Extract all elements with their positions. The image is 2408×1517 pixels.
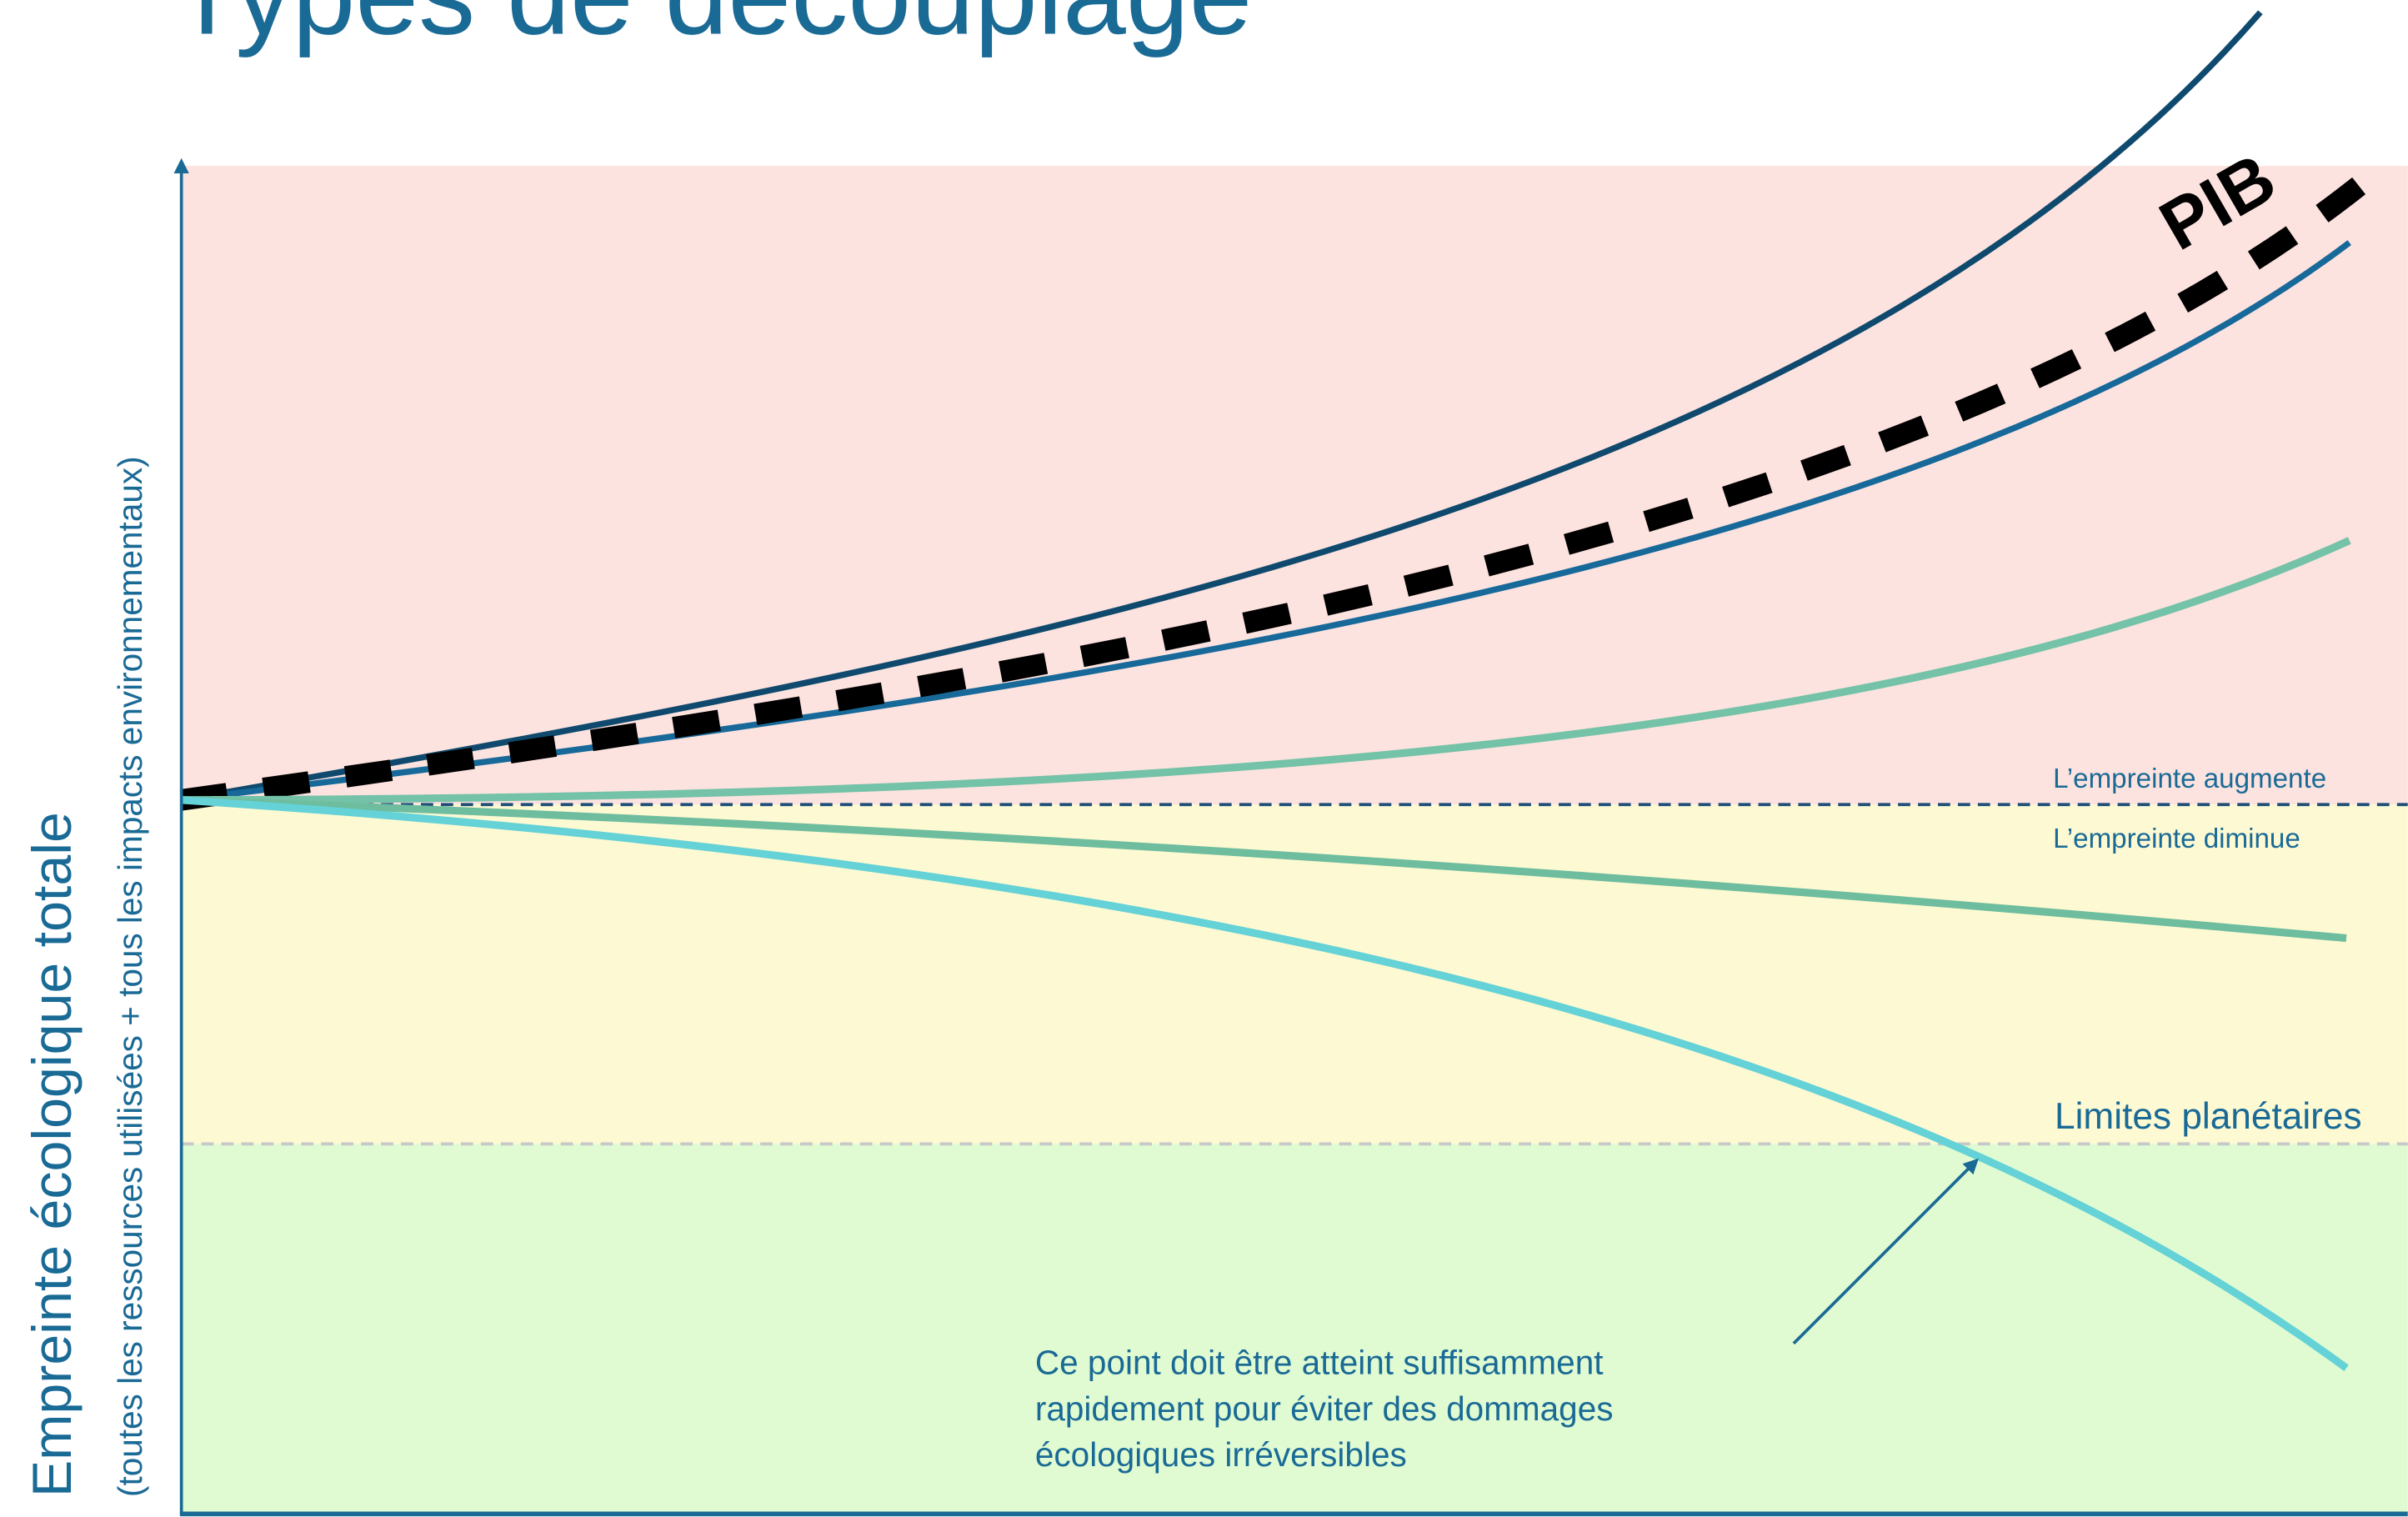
- note-line: Ce point doit être atteint suffisamment: [1035, 1344, 1604, 1382]
- zone-decrease: [181, 804, 2408, 1144]
- curve-relative-3: [181, 537, 2351, 804]
- gdp-curve: [179, 173, 2372, 811]
- curve-absolute-2: [181, 796, 2349, 1372]
- axis-sublabel: (toutes les ressources utilisées + tous …: [111, 456, 149, 1497]
- curve-absolute-1: [181, 796, 2347, 943]
- note-arrow: [1792, 1158, 1979, 1345]
- zone-safe: [181, 1144, 2408, 1516]
- axis-label: Empreinte écologique totale: [22, 812, 83, 1497]
- curve-relative-2: [181, 240, 2351, 804]
- zone-label: L’empreinte augmente: [2053, 764, 2326, 794]
- zone-label: L’empreinte diminue: [2053, 824, 2300, 854]
- limit-label: Limites planétaires: [2055, 1096, 2362, 1137]
- title: Types de découplage: [173, 0, 1253, 58]
- note-line: rapidement pour éviter des dommages: [1035, 1389, 1614, 1428]
- curve-relative-1: [181, 10, 2263, 804]
- zone-increase: [181, 165, 2408, 805]
- note-line: écologiques irréversibles: [1035, 1435, 1407, 1474]
